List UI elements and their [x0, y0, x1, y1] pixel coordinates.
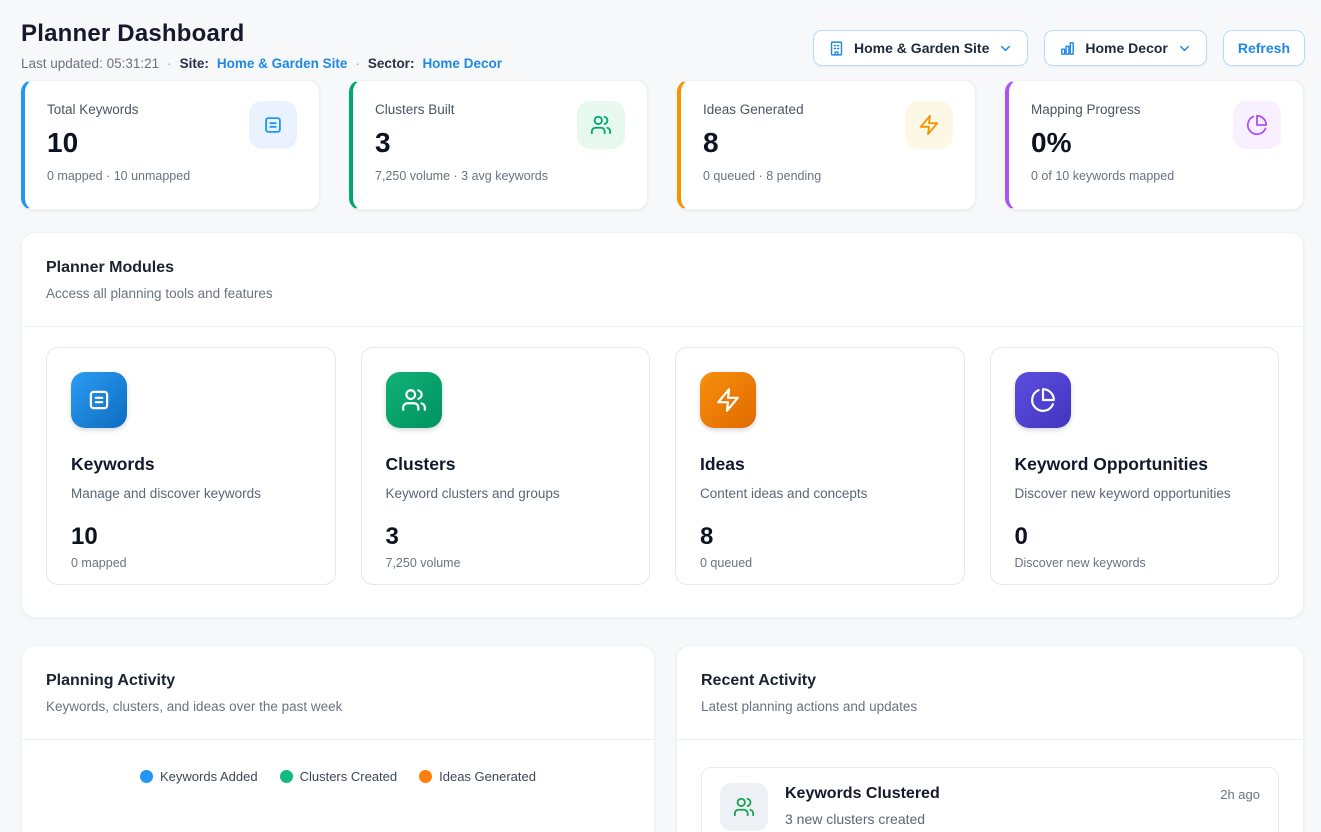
site-link[interactable]: Home & Garden Site: [217, 56, 348, 71]
stat-card-mapping-progress: Mapping Progress 0% 0 of 10 keywords map…: [1005, 80, 1304, 210]
module-title: Keywords: [71, 454, 311, 475]
activity-list-item: Keywords Clustered 3 new clusters create…: [701, 767, 1279, 832]
stat-subtext: 0 mapped · 10 unmapped: [47, 169, 297, 183]
users-icon: [386, 372, 442, 428]
divider: [22, 739, 654, 740]
activity-item-timestamp: 2h ago: [1220, 787, 1260, 831]
module-subtext: 7,250 volume: [386, 556, 626, 570]
module-title: Keyword Opportunities: [1015, 454, 1255, 475]
panel-subtitle: Access all planning tools and features: [46, 286, 1279, 301]
planner-modules-header: Planner Modules Access all planning tool…: [22, 233, 1303, 301]
page-header: Planner Dashboard Last updated: 05:31:21…: [21, 20, 502, 71]
chevron-down-icon: [1177, 41, 1192, 56]
activity-item-body: Keywords Clustered 3 new clusters create…: [785, 783, 1203, 831]
refresh-button-label: Refresh: [1238, 40, 1290, 56]
module-card-ideas[interactable]: Ideas Content ideas and concepts 8 0 que…: [675, 347, 965, 585]
panel-title: Planner Modules: [46, 259, 1279, 277]
sector-selector-label: Home Decor: [1085, 40, 1167, 56]
stat-card-clusters-built: Clusters Built 3 7,250 volume · 3 avg ke…: [349, 80, 648, 210]
site-selector-label: Home & Garden Site: [854, 40, 989, 56]
module-card-keyword-opportunities[interactable]: Keyword Opportunities Discover new keywo…: [990, 347, 1280, 585]
document-icon: [249, 101, 297, 149]
users-icon: [577, 101, 625, 149]
legend-label: Keywords Added: [160, 769, 258, 784]
module-subtext: 0 mapped: [71, 556, 311, 570]
module-value: 10: [71, 523, 311, 551]
panel-subtitle: Keywords, clusters, and ideas over the p…: [46, 699, 630, 714]
module-value: 0: [1015, 523, 1255, 551]
bar-chart-icon: [1059, 40, 1076, 57]
panel-subtitle: Latest planning actions and updates: [701, 699, 1279, 714]
module-subtext: Discover new keywords: [1015, 556, 1255, 570]
panel-title: Recent Activity: [701, 672, 1279, 690]
pie-chart-icon: [1015, 372, 1071, 428]
stat-subtext: 7,250 volume · 3 avg keywords: [375, 169, 625, 183]
pie-chart-icon: [1233, 101, 1281, 149]
module-card-clusters[interactable]: Clusters Keyword clusters and groups 3 7…: [361, 347, 651, 585]
sector-link[interactable]: Home Decor: [422, 56, 502, 71]
sector-selector-dropdown[interactable]: Home Decor: [1044, 30, 1206, 66]
module-value: 8: [700, 523, 940, 551]
users-icon: [720, 783, 768, 831]
recent-activity-panel: Recent Activity Latest planning actions …: [676, 645, 1304, 832]
legend-dot: [280, 770, 293, 783]
legend-label: Clusters Created: [300, 769, 398, 784]
module-card-keywords[interactable]: Keywords Manage and discover keywords 10…: [46, 347, 336, 585]
panel-title: Planning Activity: [46, 672, 630, 690]
module-title: Clusters: [386, 454, 626, 475]
module-description: Content ideas and concepts: [700, 486, 940, 501]
refresh-button[interactable]: Refresh: [1223, 30, 1305, 66]
site-selector-dropdown[interactable]: Home & Garden Site: [813, 30, 1028, 66]
toolbar: Home & Garden Site Home Decor Refresh: [813, 30, 1305, 66]
meta-separator: ·: [167, 56, 172, 71]
divider: [677, 739, 1303, 740]
legend-dot: [140, 770, 153, 783]
building-icon: [828, 40, 845, 57]
last-updated-text: Last updated: 05:31:21: [21, 56, 159, 71]
stat-subtext: 0 queued · 8 pending: [703, 169, 953, 183]
module-subtext: 0 queued: [700, 556, 940, 570]
planner-modules-panel: Planner Modules Access all planning tool…: [21, 232, 1304, 618]
recent-activity-header: Recent Activity Latest planning actions …: [677, 646, 1303, 714]
legend-item-ideas-generated[interactable]: Ideas Generated: [419, 769, 536, 784]
stats-row: Total Keywords 10 0 mapped · 10 unmapped…: [21, 80, 1304, 210]
module-description: Discover new keyword opportunities: [1015, 486, 1255, 501]
module-description: Manage and discover keywords: [71, 486, 311, 501]
sector-label: Sector:: [368, 56, 415, 71]
stat-card-ideas-generated: Ideas Generated 8 0 queued · 8 pending: [677, 80, 976, 210]
page-meta: Last updated: 05:31:21 · Site: Home & Ga…: [21, 56, 502, 71]
module-value: 3: [386, 523, 626, 551]
planning-activity-header: Planning Activity Keywords, clusters, an…: [22, 646, 654, 714]
activity-item-description: 3 new clusters created: [785, 811, 1203, 827]
module-title: Ideas: [700, 454, 940, 475]
document-icon: [71, 372, 127, 428]
legend-item-keywords-added[interactable]: Keywords Added: [140, 769, 258, 784]
legend-dot: [419, 770, 432, 783]
bolt-icon: [905, 101, 953, 149]
page-title: Planner Dashboard: [21, 20, 502, 48]
stat-card-total-keywords: Total Keywords 10 0 mapped · 10 unmapped: [21, 80, 320, 210]
modules-row: Keywords Manage and discover keywords 10…: [22, 327, 1303, 585]
planner-dashboard-page: Planner Dashboard Last updated: 05:31:21…: [0, 0, 1321, 832]
site-label: Site:: [180, 56, 209, 71]
activity-item-title: Keywords Clustered: [785, 785, 1203, 803]
chart-legend: Keywords Added Clusters Created Ideas Ge…: [22, 769, 654, 784]
planning-activity-panel: Planning Activity Keywords, clusters, an…: [21, 645, 655, 832]
legend-item-clusters-created[interactable]: Clusters Created: [280, 769, 398, 784]
chevron-down-icon: [998, 41, 1013, 56]
planning-activity-chart: 25 25 24: [22, 786, 656, 832]
legend-label: Ideas Generated: [439, 769, 536, 784]
stat-subtext: 0 of 10 keywords mapped: [1031, 169, 1281, 183]
meta-separator: ·: [355, 56, 360, 71]
bolt-icon: [700, 372, 756, 428]
module-description: Keyword clusters and groups: [386, 486, 626, 501]
